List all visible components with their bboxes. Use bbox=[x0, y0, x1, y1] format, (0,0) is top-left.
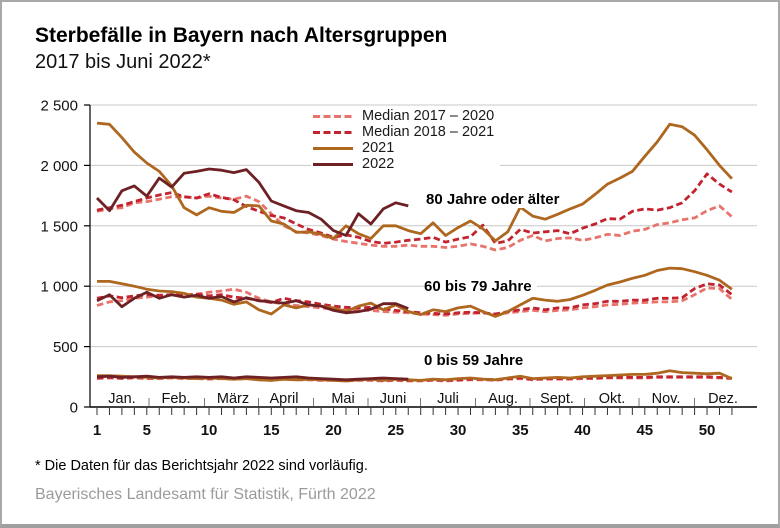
series-80plus-y2021 bbox=[96, 121, 733, 243]
month-label-Juni: Juni bbox=[380, 391, 407, 407]
legend-label: Median 2017 – 2020 bbox=[362, 108, 495, 124]
week-label-35: 35 bbox=[512, 422, 529, 439]
group-label-80plus: 80 Jahre oder älter bbox=[426, 192, 565, 208]
chart-legend: Median 2017 – 2020 Median 2018 – 2021 20… bbox=[311, 107, 501, 174]
week-label-50: 50 bbox=[699, 422, 716, 439]
group-label-0to59: 0 bis 59 Jahre bbox=[424, 353, 529, 369]
group-label-60to79: 60 bis 79 Jahre bbox=[424, 279, 537, 295]
legend-label: 2021 bbox=[362, 140, 395, 156]
month-label-Nov.: Nov. bbox=[652, 391, 681, 407]
month-label-Okt.: Okt. bbox=[599, 391, 626, 407]
week-label-30: 30 bbox=[450, 422, 467, 439]
legend-row-median-2017-2020: Median 2017 – 2020 bbox=[313, 109, 494, 124]
y-tick-label-1000: 1 000 bbox=[40, 279, 78, 296]
month-label-März: März bbox=[217, 391, 249, 407]
source-credit: Bayerisches Landesamt für Statistik, Für… bbox=[35, 486, 376, 503]
series-60to79-y2021 bbox=[97, 266, 733, 318]
y-tick-label-1500: 1 500 bbox=[40, 218, 78, 235]
month-label-Juli: Juli bbox=[437, 391, 459, 407]
footnote: * Die Daten für das Berichtsjahr 2022 si… bbox=[35, 458, 368, 474]
y-tick-label-0: 0 bbox=[70, 400, 78, 417]
chart-subtitle: 2017 bis Juni 2022* bbox=[35, 51, 211, 73]
series-80plus-median_2018_2021 bbox=[96, 172, 733, 245]
month-label-Mai: Mai bbox=[331, 391, 354, 407]
legend-label: 2022 bbox=[362, 156, 395, 172]
legend-swatch-2021-icon bbox=[313, 147, 353, 150]
series-60to79-median_2018_2021 bbox=[96, 282, 733, 316]
week-label-45: 45 bbox=[636, 422, 653, 439]
legend-swatch-median-2018-2021-icon bbox=[313, 131, 353, 134]
month-label-Dez.: Dez. bbox=[708, 391, 738, 407]
y-tick-label-2000: 2 000 bbox=[40, 158, 78, 175]
series-0to59-y2022 bbox=[96, 374, 409, 382]
y-tick-label-500: 500 bbox=[53, 339, 78, 356]
month-label-Aug.: Aug. bbox=[488, 391, 518, 407]
legend-swatch-2022-icon bbox=[313, 163, 353, 166]
series-80plus-y2022 bbox=[96, 167, 409, 237]
week-label-1: 1 bbox=[93, 422, 101, 439]
legend-swatch-median-2017-2020-icon bbox=[313, 115, 353, 118]
legend-label: Median 2018 – 2021 bbox=[362, 124, 495, 140]
week-label-25: 25 bbox=[387, 422, 404, 439]
month-label-Sept.: Sept. bbox=[540, 391, 574, 407]
week-label-5: 5 bbox=[143, 422, 151, 439]
week-label-40: 40 bbox=[574, 422, 591, 439]
month-label-Jan.: Jan. bbox=[108, 391, 135, 407]
week-label-15: 15 bbox=[263, 422, 280, 439]
week-label-20: 20 bbox=[325, 422, 342, 439]
legend-row-2021: 2021 bbox=[313, 141, 494, 156]
legend-row-median-2018-2021: Median 2018 – 2021 bbox=[313, 125, 494, 140]
chart-title: Sterbefälle in Bayern nach Altersgruppen bbox=[35, 24, 448, 47]
series-80plus-median_2017_2020 bbox=[96, 194, 733, 252]
legend-row-2022: 2022 bbox=[313, 157, 494, 172]
week-label-10: 10 bbox=[201, 422, 218, 439]
series-60to79-y2022 bbox=[96, 290, 409, 315]
month-label-April: April bbox=[269, 391, 298, 407]
month-label-Feb.: Feb. bbox=[161, 391, 190, 407]
y-tick-label-2500: 2 500 bbox=[40, 98, 78, 115]
